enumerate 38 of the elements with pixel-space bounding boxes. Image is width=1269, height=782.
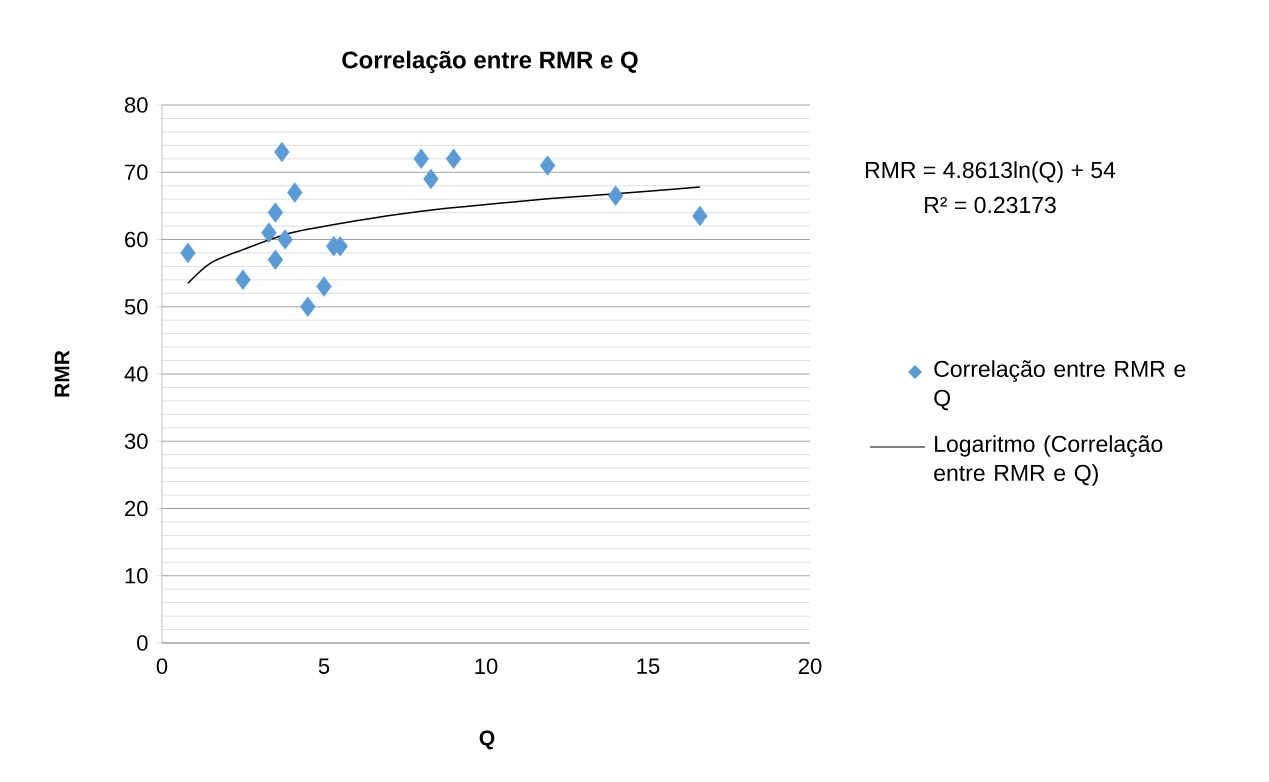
x-tick-label: 20 [798, 658, 822, 675]
y-tick-label: 50 [124, 298, 148, 315]
point [300, 296, 316, 317]
chart-title: Correlação entre RMR e Q [342, 50, 638, 74]
x-tick-label: 5 [318, 658, 330, 674]
x-tick-label: 15 [637, 658, 660, 674]
point [267, 202, 284, 223]
y-tick-label: 40 [124, 366, 148, 382]
y-tick-label: 60 [125, 231, 148, 248]
legend-label: Logaritmo (Correlação entre RMR e Q) [934, 435, 1163, 486]
point [274, 141, 290, 163]
y-tick-label: 80 [124, 97, 148, 113]
point [277, 229, 293, 250]
line-series [187, 186, 701, 284]
point [413, 148, 429, 170]
point [423, 168, 439, 190]
y-axis-title: RMR [54, 350, 70, 397]
x-tick-label: 10 [475, 658, 498, 675]
point [267, 249, 284, 270]
point [287, 182, 303, 203]
point [607, 185, 624, 206]
point [445, 148, 462, 170]
y-tick-label: 20 [125, 500, 148, 517]
text: R² = 0.23173 [925, 196, 1056, 214]
x-tick-label: 0 [156, 658, 168, 675]
y-tick-label: 30 [124, 433, 148, 450]
y-tick-label: 70 [125, 164, 148, 181]
point [261, 222, 277, 243]
y-tick-label: 10 [125, 567, 148, 584]
y-tick-label: 0 [137, 635, 148, 651]
point [180, 242, 196, 264]
x-axis-title: Q [479, 730, 495, 750]
text: RMR = 4.8613ln(Q) + 54 [865, 161, 1116, 183]
legend-label: Correlação entre RMR e Q [934, 360, 1186, 411]
point [235, 269, 251, 291]
point [692, 205, 708, 227]
point [539, 155, 556, 176]
point [316, 276, 332, 297]
